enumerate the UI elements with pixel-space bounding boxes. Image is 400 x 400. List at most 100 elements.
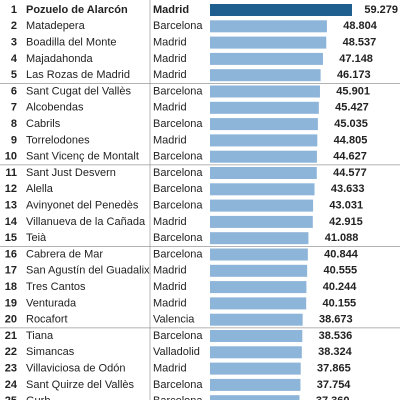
rank: 20 xyxy=(5,314,17,326)
bar xyxy=(210,150,317,163)
municipality: Sant Quirze del Vallès xyxy=(26,379,135,391)
municipality: Sant Just Desvern xyxy=(26,167,116,179)
rank: 7 xyxy=(11,102,17,114)
province: Valencia xyxy=(153,314,195,326)
value-label: 40.244 xyxy=(323,281,358,293)
municipality: San Agustín del Guadalix xyxy=(26,265,150,277)
province: Barcelona xyxy=(153,85,203,97)
value-label: 42.915 xyxy=(329,216,363,228)
value-label: 45.035 xyxy=(334,118,368,130)
bar xyxy=(210,20,327,33)
value-label: 37.754 xyxy=(317,379,352,391)
municipality: Sant Cugat del Vallès xyxy=(26,85,131,97)
bar xyxy=(210,167,317,179)
bar xyxy=(210,248,308,261)
bar xyxy=(210,264,308,277)
rank: 16 xyxy=(5,248,17,260)
municipality: Majadahonda xyxy=(26,53,94,65)
rank: 11 xyxy=(5,167,17,179)
municipality: Simancas xyxy=(26,346,75,358)
bar xyxy=(210,36,327,49)
rank: 1 xyxy=(11,4,17,16)
bar xyxy=(210,378,301,391)
rank: 19 xyxy=(5,297,17,309)
bar xyxy=(210,330,303,342)
rank: 3 xyxy=(11,37,17,49)
province: Madrid xyxy=(153,281,187,293)
rank: 4 xyxy=(11,53,18,65)
province: Barcelona xyxy=(153,232,203,244)
municipality: Alcobendas xyxy=(26,102,84,114)
rank: 6 xyxy=(11,85,17,97)
municipality: Boadilla del Monte xyxy=(26,37,117,49)
rank: 2 xyxy=(11,20,17,32)
rank: 22 xyxy=(5,346,17,358)
bar xyxy=(210,52,323,65)
rank: 9 xyxy=(11,134,17,146)
bar xyxy=(210,4,352,16)
value-label: 38.673 xyxy=(319,314,353,326)
value-label: 45.427 xyxy=(335,102,369,114)
value-label: 38.536 xyxy=(319,330,353,342)
municipality: Cabrils xyxy=(26,118,61,130)
province: Barcelona xyxy=(153,118,203,130)
municipality: Cabrera de Mar xyxy=(26,248,103,260)
rank: 18 xyxy=(5,281,17,293)
bar xyxy=(210,183,315,196)
municipality: Gurb xyxy=(26,395,50,400)
rank: 5 xyxy=(11,69,17,81)
rank: 25 xyxy=(5,395,17,400)
value-label: 40.555 xyxy=(323,265,357,277)
province: Madrid xyxy=(153,265,187,277)
bar xyxy=(210,199,314,212)
value-label: 40.155 xyxy=(323,297,357,309)
province: Madrid xyxy=(153,102,187,114)
municipality: Avinyonet del Penedès xyxy=(26,200,139,212)
province: Valladolid xyxy=(153,346,200,358)
municipality: Las Rozas de Madrid xyxy=(26,69,130,81)
bar xyxy=(210,215,313,228)
bar xyxy=(210,134,318,147)
municipality: Tres Cantos xyxy=(26,281,86,293)
province: Barcelona xyxy=(153,20,203,32)
province: Barcelona xyxy=(153,248,203,260)
rank: 13 xyxy=(5,200,17,212)
bar xyxy=(210,346,302,359)
value-label: 40.844 xyxy=(324,248,359,260)
bar xyxy=(210,313,303,326)
rank: 24 xyxy=(5,379,18,391)
value-label: 47.148 xyxy=(339,53,373,65)
province: Barcelona xyxy=(153,379,203,391)
value-label: 59.279 xyxy=(364,4,398,16)
province: Madrid xyxy=(153,134,187,146)
rank: 14 xyxy=(5,216,18,228)
province: Barcelona xyxy=(153,183,203,195)
value-label: 43.031 xyxy=(329,200,363,212)
rank: 21 xyxy=(5,330,17,342)
value-label: 44.805 xyxy=(334,134,368,146)
value-label: 44.577 xyxy=(333,167,367,179)
rank: 15 xyxy=(5,232,17,244)
municipality: Torrelodones xyxy=(26,134,90,146)
value-label: 46.173 xyxy=(337,69,371,81)
municipality: Sant Vicenç de Montalt xyxy=(26,151,139,163)
value-label: 45.901 xyxy=(336,85,370,97)
rank: 23 xyxy=(5,363,17,375)
province: Barcelona xyxy=(153,395,203,400)
province: Madrid xyxy=(153,216,187,228)
province: Barcelona xyxy=(153,200,203,212)
province: Madrid xyxy=(153,4,189,16)
value-label: 48.537 xyxy=(343,37,377,49)
province: Madrid xyxy=(153,297,187,309)
rank: 17 xyxy=(5,265,17,277)
province: Madrid xyxy=(153,69,187,81)
value-label: 44.627 xyxy=(333,151,367,163)
municipality: Teià xyxy=(26,232,47,244)
value-label: 38.324 xyxy=(318,346,353,358)
bar xyxy=(210,297,307,310)
value-label: 37.360 xyxy=(316,395,350,400)
bar xyxy=(210,85,320,98)
bar xyxy=(210,395,300,400)
bar xyxy=(210,118,318,131)
